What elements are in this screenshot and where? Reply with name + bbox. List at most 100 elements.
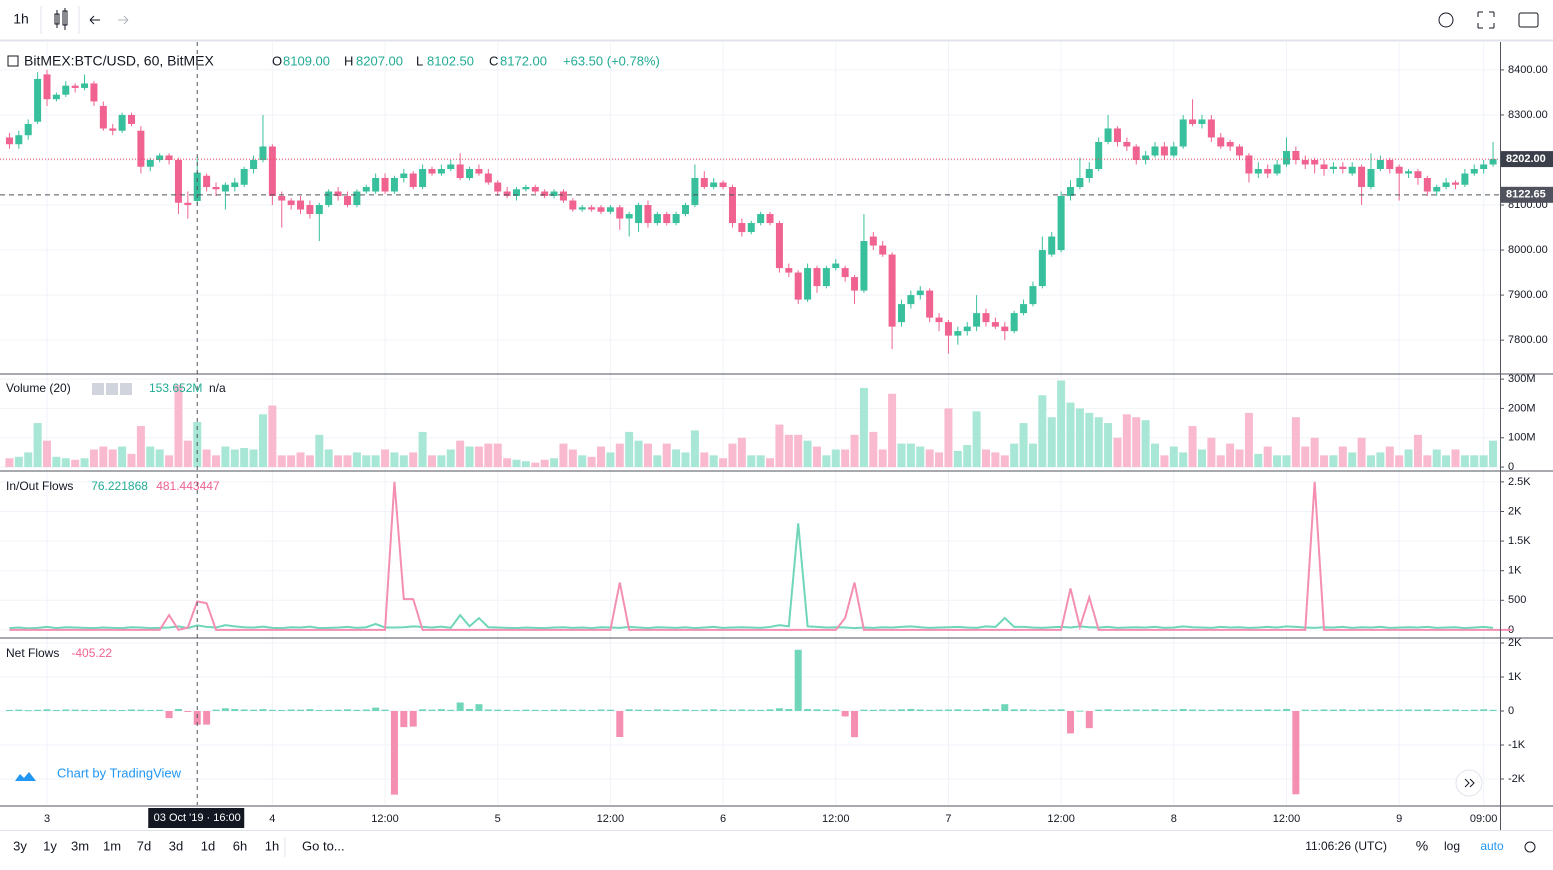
net-bar [372, 707, 380, 711]
net-bar [5, 709, 13, 711]
y-tick-label: 8000.00 [1508, 244, 1548, 256]
candle-body [250, 159, 258, 169]
range-button[interactable]: 1h [265, 838, 279, 853]
y-tick-label: 8300.00 [1508, 109, 1548, 121]
net-bar [1358, 709, 1366, 711]
candle-body [728, 187, 736, 224]
candle-body [297, 200, 305, 210]
volume-bar [1404, 449, 1413, 468]
candle-body [1282, 150, 1290, 165]
volume-bar [315, 434, 324, 468]
volume-bar [136, 426, 145, 468]
volume-bar [897, 443, 906, 468]
crosshair-label: 03 Oct '19 · 16:00 [154, 812, 241, 824]
range-button[interactable]: 6h [233, 838, 247, 853]
y-tick-label: -1K [1508, 739, 1526, 751]
net-bar [381, 709, 389, 711]
candle-body [484, 173, 492, 183]
y-tick-label: 0 [1508, 705, 1514, 717]
candle-body [315, 205, 323, 215]
scroll-icon [1464, 778, 1475, 788]
legend-icon[interactable] [120, 383, 132, 395]
undo-button[interactable] [89, 15, 100, 25]
candle-body [1320, 164, 1328, 169]
volume-bar [1357, 437, 1366, 468]
net-bar [146, 709, 154, 711]
x-tick-label: 09:00 [1470, 813, 1498, 825]
candle-type-button[interactable] [54, 8, 68, 30]
volume-bar [831, 449, 840, 468]
settings-button[interactable] [1438, 12, 1454, 28]
volume-bar [324, 449, 333, 468]
volume-bar [99, 446, 108, 468]
percent-toggle[interactable]: % [1416, 838, 1428, 854]
candle-body [851, 277, 859, 291]
volume-bar [1019, 423, 1028, 468]
net-bar [1057, 709, 1065, 711]
volume-bar [249, 449, 258, 468]
candle-body [287, 200, 295, 206]
net-bar [268, 709, 276, 711]
net-bar [1038, 709, 1046, 711]
volume-bar [277, 455, 286, 468]
volume-bar [521, 461, 530, 468]
range-button[interactable]: 1d [201, 838, 215, 853]
net-bar [419, 709, 427, 711]
y-tick-label: -2K [1508, 773, 1526, 785]
net-bar [513, 709, 520, 711]
redo-button[interactable] [118, 15, 129, 25]
net-bar [973, 709, 981, 711]
net-bar [231, 708, 239, 711]
net-bar [916, 709, 924, 711]
net-bar [935, 709, 943, 711]
candle-body [954, 331, 962, 336]
x-tick-label: 5 [495, 813, 501, 825]
candle-body [419, 168, 427, 188]
fullscreen-button[interactable] [1477, 11, 1495, 29]
legend-icon[interactable] [106, 383, 118, 395]
volume-bar [709, 455, 718, 468]
price-label: 8202.00 [1506, 153, 1546, 165]
auto-toggle[interactable]: auto [1480, 839, 1504, 853]
screenshot-button[interactable] [1518, 12, 1539, 28]
volume-bar [437, 455, 446, 468]
log-toggle[interactable]: log [1444, 839, 1460, 853]
volume-bar [14, 456, 23, 468]
volume-bar [794, 434, 803, 468]
y-tick-label: 2.5K [1508, 476, 1531, 488]
y-tick-label: 7900.00 [1508, 289, 1548, 301]
range-button[interactable]: 3y [13, 838, 27, 853]
y-tick-label: 300M [1508, 373, 1536, 385]
net-bar [1480, 709, 1488, 711]
y-tick-label: 500 [1508, 594, 1526, 606]
volume-bar [465, 446, 474, 468]
volume-bar [859, 387, 868, 468]
candle-body [1480, 164, 1488, 169]
volume-bar [625, 431, 634, 468]
candle-body [15, 135, 23, 145]
legend-icon[interactable] [92, 383, 104, 395]
ohlc-legend: L [416, 53, 423, 68]
range-button[interactable]: 3m [71, 838, 89, 853]
volume-bar [925, 449, 934, 468]
net-bar [1160, 709, 1168, 711]
candle-body [221, 184, 229, 192]
interval-button[interactable]: 1h [13, 11, 29, 27]
range-button[interactable]: 1y [43, 838, 57, 853]
x-tick-label: 3 [44, 813, 50, 825]
axis-settings-button[interactable] [1524, 841, 1536, 853]
volume-bar [784, 434, 793, 468]
range-button[interactable]: 3d [169, 838, 183, 853]
watermark-logo [15, 772, 36, 781]
net-bar [963, 709, 971, 711]
net-bar [437, 709, 445, 711]
net-bar [306, 709, 314, 711]
candle-body [212, 187, 220, 190]
collapse-button[interactable] [7, 55, 19, 67]
net-bar [240, 709, 248, 711]
range-button[interactable]: 1m [103, 838, 121, 853]
net-bar [1236, 709, 1244, 711]
range-button[interactable]: 7d [137, 838, 151, 853]
volume-bar [258, 414, 267, 468]
goto-button[interactable]: Go to... [302, 838, 345, 853]
